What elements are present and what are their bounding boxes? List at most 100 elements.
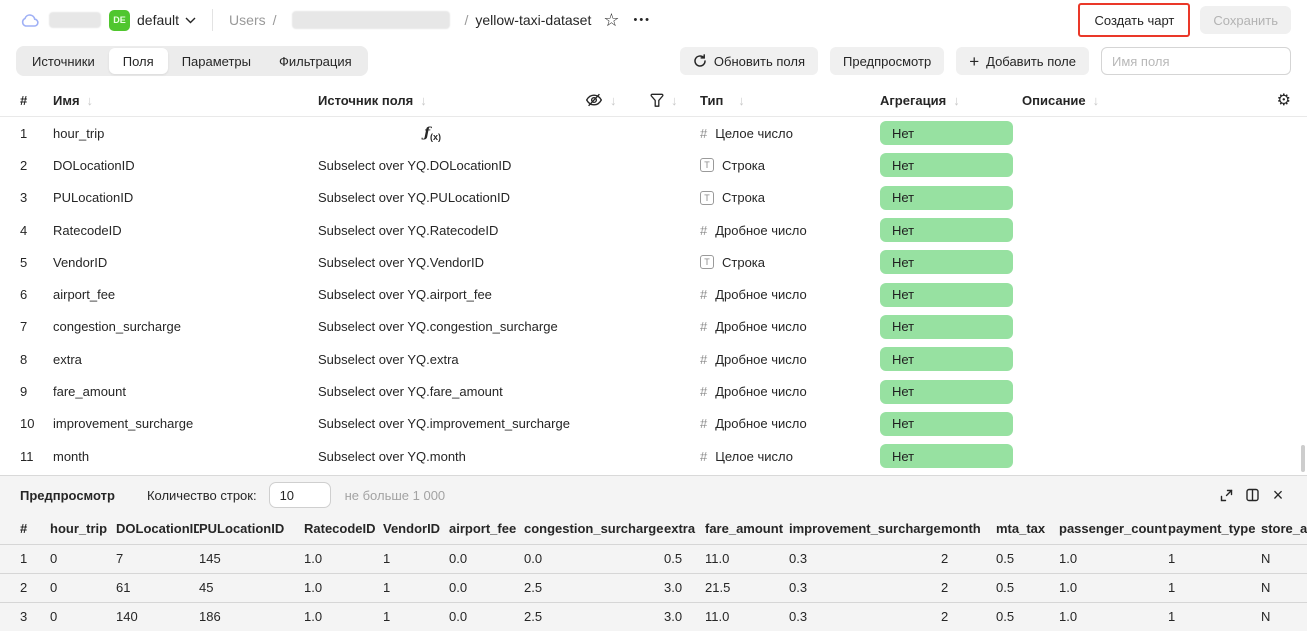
field-type-select[interactable]: T Строка xyxy=(700,190,880,205)
field-type-select[interactable]: # Дробное число xyxy=(700,223,880,238)
aggregation-select[interactable]: Нет xyxy=(880,444,1013,469)
aggregation-select[interactable]: Нет xyxy=(880,411,1013,436)
workspace-switcher[interactable]: default xyxy=(137,12,196,28)
aggregation-select[interactable]: Нет xyxy=(880,218,1013,243)
field-row[interactable]: 6 airport_fee Subselect over YQ.airport_fe… xyxy=(0,278,1307,310)
close-preview-icon[interactable]: × xyxy=(1272,485,1284,505)
preview-cell: 2 xyxy=(941,544,996,574)
breadcrumb: Users / / yellow-taxi-dataset xyxy=(229,11,591,29)
field-row[interactable]: 1 hour_trip ƒ(x) # Целое число Нет xyxy=(0,117,1307,149)
field-source: Subselect over YQ.congestion_surcharge xyxy=(318,319,558,335)
preview-toggle-button[interactable]: Предпросмотр xyxy=(830,47,945,75)
preview-col-header: improvement_surcharge xyxy=(789,514,941,545)
tab-parameters[interactable]: Параметры xyxy=(168,48,265,74)
col-header-settings[interactable]: ⚙ xyxy=(1265,92,1307,108)
preview-header-row: # hour_trip DOLocationID PULocationID Rateco… xyxy=(0,514,1307,545)
fields-table-header: # Имя ↓ Источник поля ↓ ↓ xyxy=(0,84,1307,117)
preview-col-header: mta_tax xyxy=(996,514,1059,545)
preview-row: 1 0 7 145 1.0 1 0.0 0.0 0.5 11.0 0.3 2 0.5 1.0 1 N xyxy=(0,544,1307,574)
field-type-select[interactable]: # Дробное число xyxy=(700,384,880,399)
field-type-label: Целое число xyxy=(715,125,793,141)
add-field-button[interactable]: + Добавить поле xyxy=(956,47,1089,75)
refresh-fields-button[interactable]: Обновить поля xyxy=(679,47,819,75)
field-row[interactable]: 10 improvement_surcharge Subselect over YQ… xyxy=(0,408,1307,440)
preview-col-header: month xyxy=(941,514,996,545)
col-header-type[interactable]: Тип ↓ xyxy=(700,93,880,108)
breadcrumb-users[interactable]: Users xyxy=(229,12,266,28)
create-chart-button[interactable]: Создать чарт xyxy=(1081,6,1188,34)
preview-cell: 3.0 xyxy=(664,609,683,625)
field-row[interactable]: 4 RatecodeID Subselect over YQ.RatecodeID #… xyxy=(0,214,1307,246)
preview-cell: 1 xyxy=(1168,544,1261,574)
create-chart-highlight-annotation: Создать чарт xyxy=(1078,3,1191,37)
field-index: 11 xyxy=(20,448,34,464)
field-name-search-input[interactable] xyxy=(1101,47,1291,75)
tab-fields[interactable]: Поля xyxy=(108,48,168,74)
split-view-icon[interactable] xyxy=(1239,482,1265,508)
field-type-label: Дробное число xyxy=(715,416,807,432)
field-type-select[interactable]: T Строка xyxy=(700,255,880,270)
field-row[interactable]: 8 extra Subselect over YQ.extra # Дробное чи… xyxy=(0,343,1307,375)
preview-cell: 1.0 xyxy=(304,573,383,603)
row-count-label: Количество строк: xyxy=(146,487,257,503)
aggregation-select[interactable]: Нет xyxy=(880,314,1013,339)
aggregation-select[interactable]: Нет xyxy=(880,347,1013,372)
number-type-icon: # xyxy=(700,319,708,335)
tab-sources[interactable]: Источники xyxy=(18,48,109,74)
sort-arrow-icon: ↓ xyxy=(671,92,678,108)
vertical-scrollbar-thumb[interactable] xyxy=(1301,445,1305,472)
field-type-label: Дробное число xyxy=(715,319,807,335)
field-type-select[interactable]: # Дробное число xyxy=(700,287,880,302)
field-type-label: Дробное число xyxy=(715,222,807,238)
field-type-select[interactable]: # Дробное число xyxy=(700,352,880,367)
col-header-name[interactable]: Имя ↓ xyxy=(53,93,318,108)
row-count-input[interactable] xyxy=(268,482,331,508)
tab-filtering[interactable]: Фильтрация xyxy=(265,48,366,74)
col-name-label: Имя xyxy=(53,92,80,108)
field-row[interactable]: 5 VendorID Subselect over YQ.VendorID T Стро… xyxy=(0,246,1307,278)
field-type-select[interactable]: T Строка xyxy=(700,158,880,173)
field-row[interactable]: 3 PULocationID Subselect over YQ.PULocatio… xyxy=(0,182,1307,214)
number-type-icon: # xyxy=(700,125,708,141)
refresh-fields-label: Обновить поля xyxy=(713,53,806,69)
number-type-icon: # xyxy=(700,384,708,400)
field-type-select[interactable]: # Дробное число xyxy=(700,416,880,431)
field-type-select[interactable]: # Целое число xyxy=(700,126,880,141)
expand-preview-icon[interactable] xyxy=(1213,482,1239,508)
aggregation-select[interactable]: Нет xyxy=(880,185,1013,210)
aggregation-select[interactable]: Нет xyxy=(880,121,1013,146)
more-menu-icon[interactable]: ••• xyxy=(633,14,652,26)
field-name: DOLocationID xyxy=(53,157,135,173)
preview-cell: 145 xyxy=(199,544,304,574)
field-source: Subselect over YQ.VendorID xyxy=(318,254,484,270)
field-row[interactable]: 2 DOLocationID Subselect over YQ.DOLocatio… xyxy=(0,149,1307,181)
preview-panel: Предпросмотр Количество строк: не больше… xyxy=(0,475,1307,631)
field-source: Subselect over YQ.extra xyxy=(318,351,459,367)
field-aggregation-cell: Нет xyxy=(880,444,1022,469)
plus-icon: + xyxy=(969,51,980,71)
col-header-source[interactable]: Источник поля ↓ xyxy=(318,93,585,108)
preview-col-header: DOLocationID xyxy=(116,514,199,545)
preview-cell: N xyxy=(1261,573,1307,603)
field-type-select[interactable]: # Целое число xyxy=(700,449,880,464)
aggregation-select[interactable]: Нет xyxy=(880,250,1013,275)
aggregation-select[interactable]: Нет xyxy=(880,379,1013,404)
col-header-hidden[interactable]: ↓ xyxy=(585,91,650,109)
save-button[interactable]: Сохранить xyxy=(1200,6,1291,34)
field-aggregation-cell: Нет xyxy=(880,282,1022,307)
redacted-workspace-name xyxy=(49,12,101,28)
favorite-star-icon[interactable]: ☆ xyxy=(603,10,620,30)
field-row[interactable]: 9 fare_amount Subselect over YQ.fare_amoun… xyxy=(0,375,1307,407)
aggregation-select[interactable]: Нет xyxy=(880,282,1013,307)
number-type-icon: # xyxy=(700,416,708,432)
preview-cell: 0.3 xyxy=(789,544,941,574)
aggregation-select[interactable]: Нет xyxy=(880,153,1013,178)
col-header-description[interactable]: Описание ↓ xyxy=(1022,93,1265,108)
field-source: Subselect over YQ.improvement_surcharge xyxy=(318,416,570,432)
field-type-select[interactable]: # Дробное число xyxy=(700,319,880,334)
field-row[interactable]: 7 congestion_surcharge Subselect over YQ.c… xyxy=(0,311,1307,343)
col-header-filter[interactable]: ↓ xyxy=(650,93,700,108)
field-row[interactable]: 11 month Subselect over YQ.month # Целое чис… xyxy=(0,440,1307,472)
preview-col-header: extra xyxy=(664,514,705,545)
col-header-aggregation[interactable]: Агрегация ↓ xyxy=(880,93,1022,108)
